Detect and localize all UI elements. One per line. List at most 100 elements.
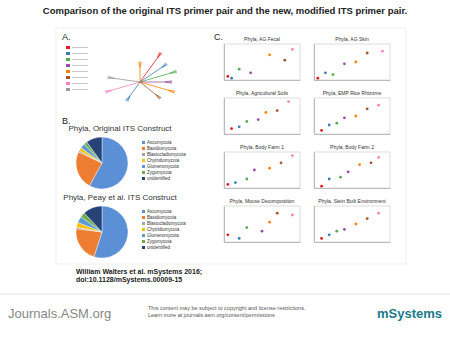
point xyxy=(324,71,327,74)
x-axis xyxy=(225,80,301,81)
tree-leaf xyxy=(105,90,112,92)
point xyxy=(343,62,346,65)
point xyxy=(249,71,252,74)
plot-frame xyxy=(224,98,300,134)
plot-frame xyxy=(224,152,300,188)
notice: This content may be subject to copyright… xyxy=(148,305,306,311)
journal-name: Journals.ASM.org xyxy=(8,306,111,321)
point xyxy=(226,183,229,186)
tree-leaf xyxy=(165,81,172,83)
tree-branch xyxy=(140,58,158,82)
axis-line xyxy=(225,242,301,243)
tree-branch xyxy=(114,78,140,82)
x-axis xyxy=(315,134,391,135)
point xyxy=(366,107,369,110)
pie xyxy=(76,137,128,189)
point xyxy=(291,154,294,157)
tree-leaf xyxy=(170,72,177,73)
axis-line xyxy=(224,207,225,243)
point xyxy=(257,118,260,121)
legend-swatch xyxy=(142,153,145,156)
points xyxy=(320,104,380,132)
legend-swatch xyxy=(142,216,145,219)
figure: Comparison of the original ITS primer pa… xyxy=(0,0,450,338)
tree-branch xyxy=(112,82,140,90)
point xyxy=(268,221,271,224)
x-axis xyxy=(315,188,391,189)
y-axis xyxy=(314,207,315,243)
tree-legend-swatch xyxy=(66,76,70,79)
tree-branch xyxy=(140,68,141,82)
point xyxy=(320,129,323,132)
point xyxy=(280,161,283,164)
point xyxy=(276,109,279,112)
point xyxy=(343,116,346,119)
tree-leaf xyxy=(165,82,172,84)
plot-frame xyxy=(224,206,300,242)
axis-line xyxy=(314,207,315,243)
x-axis xyxy=(225,134,301,135)
axis-line xyxy=(225,80,301,81)
scatter-title: Phyla, Stein Built Environment xyxy=(318,198,386,204)
point xyxy=(343,228,346,231)
tree-branch xyxy=(140,82,168,90)
point xyxy=(332,73,335,76)
legend-label: Basidiomycota xyxy=(147,146,177,151)
axis-line xyxy=(315,188,391,189)
figure-frame xyxy=(56,28,406,264)
pie-slice xyxy=(87,137,102,163)
points xyxy=(226,212,293,240)
axis-line xyxy=(314,99,315,135)
x-axis xyxy=(225,188,301,189)
point xyxy=(268,53,271,56)
tree-leaf xyxy=(106,90,112,93)
tree-legend-swatch xyxy=(66,88,70,91)
notice: Learn more at journals.asm.org/content/p… xyxy=(148,312,275,318)
point xyxy=(238,125,241,128)
tree-leaf xyxy=(158,53,163,57)
tree-leaf xyxy=(138,62,140,68)
legend-swatch xyxy=(142,165,145,168)
tree-legend-line xyxy=(72,71,88,72)
tree-leaf xyxy=(170,71,176,74)
tree-legend-line xyxy=(72,47,88,48)
x-axis xyxy=(225,242,301,243)
tree-leaf xyxy=(165,82,172,83)
point xyxy=(291,214,294,217)
point xyxy=(245,226,248,229)
axis-line xyxy=(315,134,391,135)
point xyxy=(316,77,319,80)
tree-branch xyxy=(140,68,161,82)
legend-label: Chytridiomycota xyxy=(147,227,180,232)
tree xyxy=(66,46,177,102)
logo: mSystems xyxy=(377,306,442,321)
pie-title: Phyla, Peay et al. ITS Construct xyxy=(63,193,177,202)
point xyxy=(276,212,279,215)
points xyxy=(226,154,293,186)
legend-label: Glomeromycota xyxy=(147,164,179,169)
point xyxy=(366,52,369,55)
legend-swatch xyxy=(142,222,145,225)
points xyxy=(316,50,383,80)
tree-leaf xyxy=(156,94,161,98)
point xyxy=(261,230,264,233)
legend-label: Ascomycota xyxy=(147,209,172,214)
point xyxy=(234,181,237,184)
legend-label: Basidiomycota xyxy=(147,215,177,220)
pie-slice xyxy=(76,229,102,257)
pie-title: Phyla, Original ITS Construct xyxy=(68,124,172,133)
point xyxy=(226,75,229,78)
axis-line xyxy=(224,153,225,189)
point xyxy=(347,170,350,173)
axis-line xyxy=(314,153,315,189)
scatter-title: Phyla, Body Farm 2 xyxy=(330,144,374,150)
axis-line xyxy=(315,242,391,243)
point xyxy=(381,50,384,53)
legend-label: Blastocladiomycota xyxy=(147,221,186,226)
y-axis xyxy=(314,45,315,81)
pie xyxy=(76,206,128,258)
tree-legend-line xyxy=(72,59,88,60)
point xyxy=(354,223,357,226)
points xyxy=(230,100,290,130)
point xyxy=(320,185,323,188)
